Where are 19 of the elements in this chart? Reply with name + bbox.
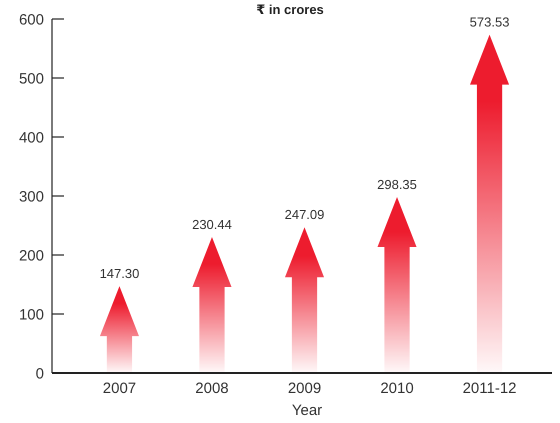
y-tick-label: 0: [36, 365, 44, 382]
x-tick-label: 2009: [288, 380, 322, 397]
data-label: 298.35: [377, 176, 417, 192]
y-tick-label: 400: [18, 129, 44, 146]
data-label: 230.44: [192, 217, 232, 232]
y-tick-label: 100: [18, 306, 44, 324]
data-label: 147.30: [100, 266, 140, 282]
x-tick-label: 2008: [195, 380, 229, 397]
x-tick-label: 2010: [380, 380, 414, 397]
y-tick-label: 500: [18, 70, 44, 88]
x-tick-label: 2011-12: [462, 380, 517, 397]
data-label: 573.53: [470, 14, 510, 30]
x-tick-label: 2007: [102, 380, 136, 397]
chart-subtitle: ₹ in crores: [256, 2, 324, 17]
data-label: 247.09: [284, 207, 324, 222]
x-axis-title: Year: [292, 402, 322, 419]
y-tick-label: 600: [18, 11, 44, 28]
y-tick-label: 200: [18, 247, 44, 264]
y-tick-label: 300: [18, 188, 44, 206]
